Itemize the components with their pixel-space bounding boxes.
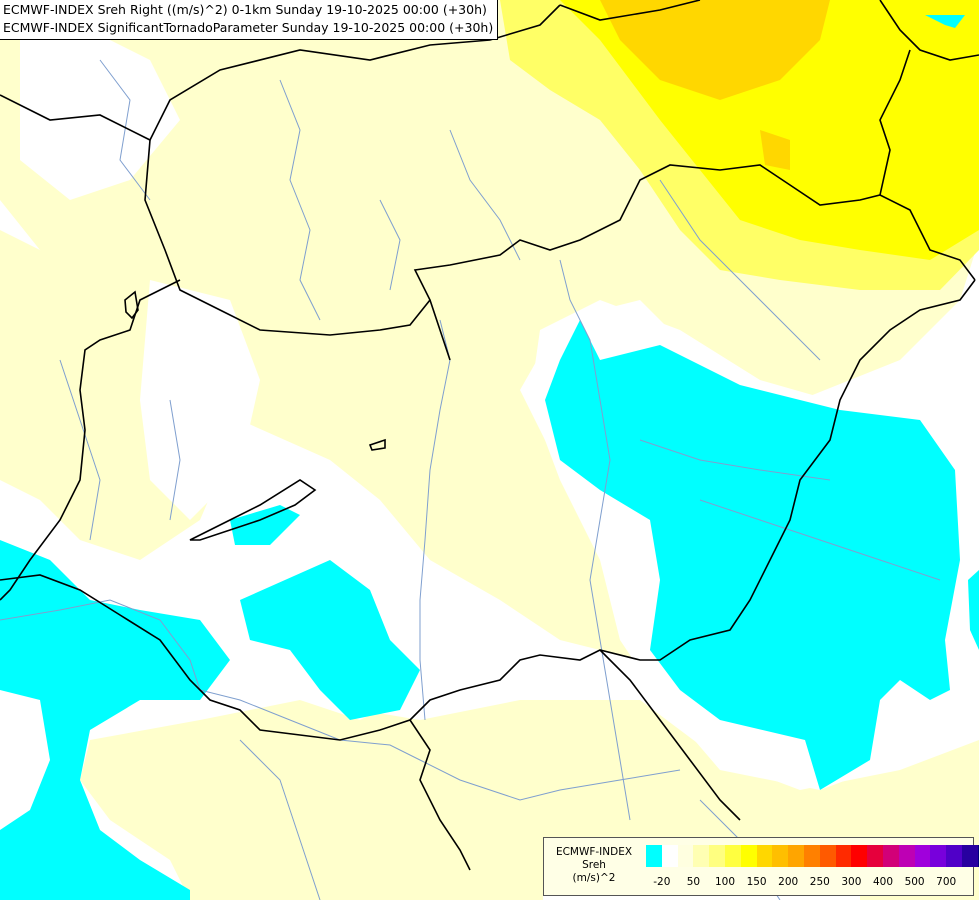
cyan-region-center xyxy=(240,560,420,720)
legend-swatch xyxy=(661,845,678,867)
legend-swatch xyxy=(898,845,915,867)
border-west-austria xyxy=(0,279,181,601)
map-title-line1: ECMWF-INDEX Sreh Right ((m/s)^2) 0-1km S… xyxy=(3,2,487,17)
cyan-region-northeast-corner xyxy=(925,15,965,28)
legend-swatch xyxy=(851,845,868,867)
light-yellow-region-south xyxy=(80,700,979,900)
border-slovakia-south xyxy=(429,299,451,361)
river-tisza xyxy=(559,259,631,821)
cyan-region-east-edge xyxy=(968,570,979,650)
legend-swatch xyxy=(709,845,725,867)
legend-swatch xyxy=(740,845,757,867)
border-lake-small xyxy=(368,438,386,451)
border-east-romania xyxy=(409,279,976,721)
legend-tick-label: 250 xyxy=(809,876,830,888)
white-region-west xyxy=(140,280,260,520)
legend-swatch xyxy=(693,845,710,867)
legend-label-line3: (m/s)^2 xyxy=(572,872,616,884)
legend-swatch xyxy=(724,845,741,867)
legend-tick-label: 200 xyxy=(778,876,799,888)
cyan-region-east xyxy=(545,320,960,790)
legend-tick-label: 400 xyxy=(872,876,894,888)
map-title-box: ECMWF-INDEX Sreh Right ((m/s)^2) 0-1km S… xyxy=(0,0,499,40)
border-south-croatia xyxy=(0,574,471,871)
sreh-fill-cyan xyxy=(0,15,979,900)
legend-tick-label: 150 xyxy=(746,876,767,888)
legend-label-line2: Sreh xyxy=(582,859,606,871)
legend-tick-label: -20 xyxy=(653,876,671,888)
border-northeast-ukraine xyxy=(879,0,979,196)
river-east-2 xyxy=(699,499,941,581)
cyan-region-small-west xyxy=(230,505,300,545)
legend-tick-label: 100 xyxy=(714,876,736,888)
legend-swatch xyxy=(819,845,836,867)
river-north-1 xyxy=(279,79,321,321)
sreh-fill-yellow-northeast xyxy=(500,0,979,290)
legend-tick-label: 300 xyxy=(841,876,862,888)
legend-swatch xyxy=(677,845,694,867)
river-danube-middle xyxy=(419,319,451,721)
legend-tick-label: 700 xyxy=(936,876,957,888)
border-north-east-chain xyxy=(0,0,701,142)
cyan-region-southwest xyxy=(0,540,230,900)
legend-tick-label: 50 xyxy=(686,876,701,888)
legend-swatch xyxy=(788,845,804,867)
country-borders xyxy=(0,0,979,871)
legend-swatch xyxy=(835,845,852,867)
river-west-1 xyxy=(59,359,101,541)
legend-tick-label: 500 xyxy=(904,876,925,888)
border-inner-north xyxy=(144,139,976,336)
legend-swatch xyxy=(946,845,962,867)
river-west-2 xyxy=(169,399,181,521)
color-legend: ECMWF-INDEX Sreh (m/s)^2 -20 50 100 150 200 2… xyxy=(543,837,979,896)
river-north-3 xyxy=(449,129,521,261)
legend-label-line1: ECMWF-INDEX xyxy=(555,846,633,858)
river-danube-west xyxy=(0,599,681,801)
legend-swatch xyxy=(914,845,931,867)
legend-swatch xyxy=(646,845,662,867)
legend-swatch xyxy=(803,845,820,867)
map-title-line2: ECMWF-INDEX SignificantTornadoParameter … xyxy=(3,20,494,35)
river-east-1 xyxy=(659,179,821,361)
legend-swatch xyxy=(882,845,899,867)
river-north-2 xyxy=(379,199,401,291)
legend-swatch xyxy=(977,845,979,867)
legend-swatch xyxy=(930,845,947,867)
gold-region xyxy=(600,0,830,100)
legend-swatch xyxy=(756,845,773,867)
gold-region-small xyxy=(760,130,790,170)
river-northwest xyxy=(99,59,151,201)
river-south-1 xyxy=(239,739,321,900)
border-lake-neusiedl xyxy=(124,290,139,320)
border-south-serbia xyxy=(599,649,741,821)
legend-label: ECMWF-INDEX Sreh (m/s)^2 xyxy=(548,846,640,885)
legend-swatch xyxy=(867,845,883,867)
legend-swatches xyxy=(646,845,979,867)
border-lake-balaton xyxy=(189,479,317,541)
legend-swatch xyxy=(961,845,978,867)
river-east-3 xyxy=(639,439,831,481)
legend-swatch xyxy=(772,845,789,867)
